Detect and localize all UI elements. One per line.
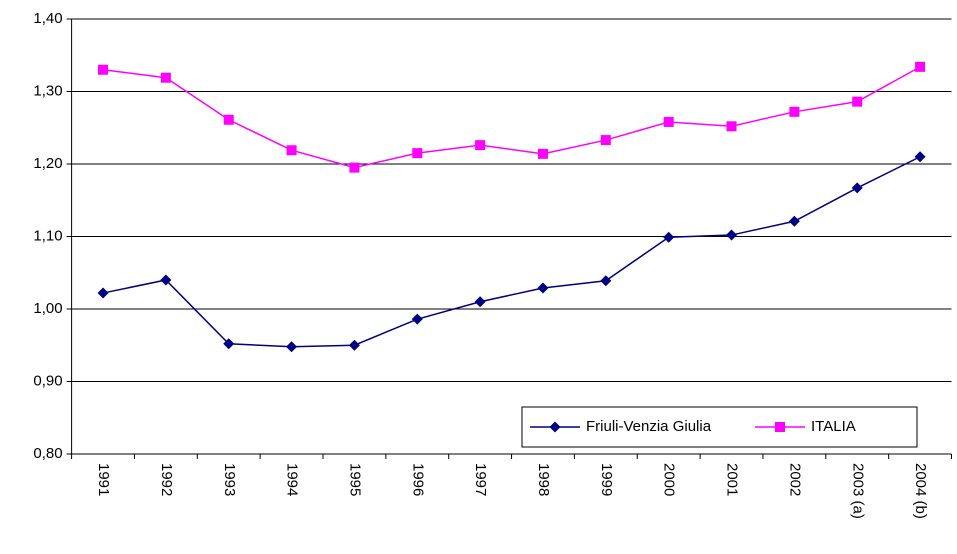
y-tick-label: 0,80 bbox=[33, 445, 62, 462]
legend-marker bbox=[775, 422, 785, 432]
y-tick-label: 1,20 bbox=[33, 155, 62, 172]
series bbox=[97, 151, 926, 353]
x-tick-label: 2001 bbox=[724, 463, 741, 496]
data-point bbox=[286, 145, 297, 156]
x-tick-label: 1993 bbox=[221, 463, 238, 496]
y-tick-label: 1,10 bbox=[33, 227, 62, 244]
legend-label: ITALIA bbox=[811, 418, 856, 435]
y-tick-label: 1,40 bbox=[33, 10, 62, 27]
series-line bbox=[102, 66, 921, 169]
x-tick-label: 1994 bbox=[284, 463, 301, 496]
data-point bbox=[349, 162, 360, 173]
x-tick-label: 1992 bbox=[158, 463, 175, 496]
data-point bbox=[411, 313, 423, 325]
data-point bbox=[600, 135, 611, 146]
data-point bbox=[348, 339, 360, 351]
legend: Friuli-Venzia Giulia ITALIA bbox=[521, 406, 918, 448]
legend-marker bbox=[549, 421, 561, 433]
x-tick-label: 1996 bbox=[409, 463, 426, 496]
y-tick-label: 1,30 bbox=[33, 82, 62, 99]
data-point bbox=[223, 114, 234, 125]
y-tick-label: 1,00 bbox=[33, 300, 62, 317]
data-point bbox=[915, 61, 926, 72]
data-point bbox=[537, 148, 548, 159]
data-point bbox=[726, 229, 738, 241]
data-point bbox=[789, 106, 800, 117]
data-point bbox=[160, 72, 171, 83]
data-point bbox=[852, 96, 863, 107]
data-point bbox=[663, 116, 674, 127]
data-point bbox=[726, 121, 737, 132]
data-point bbox=[914, 151, 926, 163]
data-point bbox=[851, 182, 863, 194]
data-point bbox=[160, 274, 172, 286]
legend-label: Friuli-Venzia Giulia bbox=[586, 418, 712, 435]
series bbox=[98, 61, 926, 173]
data-point bbox=[98, 64, 109, 75]
x-tick-label: 1999 bbox=[598, 463, 615, 496]
data-point bbox=[475, 140, 486, 151]
x-tick-label: 1997 bbox=[472, 463, 489, 496]
y-tick-label: 0,90 bbox=[33, 372, 62, 389]
x-tick-label: 2000 bbox=[661, 463, 678, 496]
data-point bbox=[788, 215, 800, 227]
x-tick-label: 1991 bbox=[95, 463, 112, 496]
data-point bbox=[286, 341, 298, 353]
data-point bbox=[537, 282, 549, 294]
series-line bbox=[102, 156, 921, 348]
x-tick-label: 1998 bbox=[535, 463, 552, 496]
data-point bbox=[600, 275, 612, 287]
legend-box bbox=[521, 406, 918, 448]
data-point bbox=[223, 338, 235, 350]
data-point bbox=[474, 296, 486, 308]
x-tick-label: 2004 (b) bbox=[912, 463, 929, 519]
x-tick-label: 2002 bbox=[786, 463, 803, 496]
x-tick-label: 2003 (a) bbox=[849, 463, 866, 519]
data-point bbox=[97, 287, 109, 299]
data-point bbox=[663, 231, 675, 243]
data-point bbox=[412, 148, 423, 159]
x-tick-label: 1995 bbox=[346, 463, 363, 496]
